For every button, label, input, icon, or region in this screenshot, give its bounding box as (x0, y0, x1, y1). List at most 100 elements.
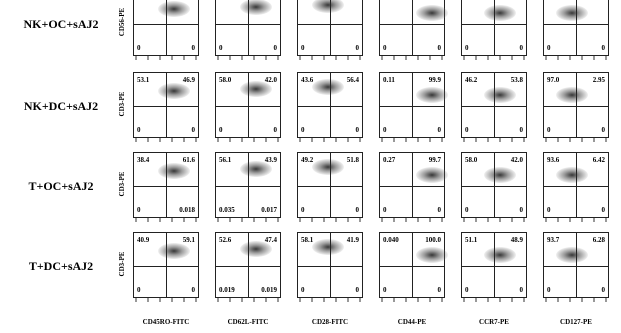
dot-plot: 70.2 29.8 0 0 (215, 0, 281, 56)
quadrant-value: 100 (431, 0, 442, 2)
quadrant-value: 0.27 (383, 156, 396, 164)
quadrant-value: 46.2 (465, 76, 478, 84)
quadrant-value: 56.1 (219, 156, 232, 164)
dot-plot: 38.4 61.6 0 0.018 (133, 152, 199, 218)
cell-cloud (416, 247, 448, 263)
quadrant-value: 0 (137, 206, 141, 214)
quadrant-value: 0 (601, 286, 606, 294)
quadrant-line (166, 0, 167, 55)
quadrant-line (412, 233, 413, 297)
quadrant-value: 0 (137, 286, 141, 294)
quadrant-value: 82.6 (465, 0, 477, 2)
quadrant-value: 0 (465, 126, 469, 134)
quadrant-value: 6.28 (592, 236, 605, 244)
quadrant-value: 0 (355, 286, 360, 294)
cell-cloud (416, 87, 448, 103)
quadrant-value: 0 (437, 44, 442, 52)
axis-ticks (463, 298, 525, 302)
quadrant-value: 0 (137, 44, 141, 52)
dot-plot: 49.2 51.8 0 0 (297, 152, 363, 218)
cell-cloud (158, 243, 190, 259)
quadrant-line (166, 153, 167, 217)
quadrant-value: 99.7 (428, 156, 441, 164)
quadrant-value: 41.9 (346, 236, 359, 244)
quadrant-value: 0 (547, 126, 551, 134)
quadrant-line (380, 24, 444, 26)
quadrant-value: 0 (465, 286, 469, 294)
quadrant-value: 96.2 (183, 0, 195, 2)
dot-plot: 40.9 59.1 0 0 (133, 232, 199, 298)
quadrant-value: 58.1 (301, 236, 314, 244)
quadrant-line (544, 106, 608, 108)
quadrant-value: 0.019 (261, 286, 277, 294)
quadrant-line (544, 186, 608, 188)
x-axis-label: CD45RO-FITC (142, 318, 190, 326)
dot-plot: 3.80 96.2 0 0 (133, 0, 199, 56)
quadrant-value: 93.6 (547, 156, 560, 164)
quadrant-value: 0 (437, 126, 442, 134)
dot-plot: 0 100 0 0 (379, 0, 448, 56)
row-label: NK+DC+sAJ2 (23, 99, 99, 113)
dot-plot: 56.1 43.9 0.035 0.017 (215, 152, 281, 218)
quadrant-line (412, 153, 413, 217)
quadrant-value: 0 (601, 44, 606, 52)
quadrant-line (380, 186, 444, 188)
dot-plot: 93.6 6.42 0 0 (543, 152, 609, 218)
axis-ticks (381, 218, 443, 222)
quadrant-line (380, 266, 444, 268)
axis-ticks (217, 56, 279, 60)
row-label: T+DC+sAJ2 (28, 259, 94, 273)
cell-cloud (556, 167, 588, 183)
quadrant-line (248, 233, 249, 297)
dot-plot: 58.0 42.0 0 0 (461, 152, 527, 218)
quadrant-line (298, 106, 362, 108)
dot-plot: 53.1 46.9 0 0 (133, 72, 199, 138)
axis-ticks (135, 56, 197, 60)
quadrant-line (544, 266, 608, 268)
quadrant-value: 0 (355, 206, 360, 214)
quadrant-value: 0 (519, 126, 524, 134)
axis-ticks (299, 298, 361, 302)
quadrant-value: 0 (383, 0, 387, 2)
quadrant-line (576, 153, 577, 217)
quadrant-line (494, 153, 495, 217)
x-axis-label: CD28-FITC (311, 318, 349, 326)
quadrant-value: 6.42 (592, 156, 605, 164)
quadrant-value: 97.0 (547, 76, 560, 84)
dot-plot: 51.1 48.9 0 0 (461, 232, 527, 298)
quadrant-value: 1.00 (593, 0, 605, 2)
quadrant-line (248, 0, 249, 55)
quadrant-value: 0 (519, 286, 524, 294)
quadrant-line (462, 266, 526, 268)
axis-ticks (545, 138, 607, 142)
axis-ticks (217, 298, 279, 302)
quadrant-value: 0.019 (219, 286, 235, 294)
quadrant-value: 93.3 (301, 0, 313, 2)
quadrant-value: 0 (601, 126, 606, 134)
quadrant-value: 58.0 (219, 76, 232, 84)
quadrant-value: 0 (301, 206, 305, 214)
quadrant-value: 51.1 (465, 236, 478, 244)
axis-ticks (217, 138, 279, 142)
quadrant-line (380, 106, 444, 108)
quadrant-value: 0 (383, 206, 387, 214)
quadrant-value: 29.8 (265, 0, 277, 2)
cell-cloud (484, 247, 516, 263)
quadrant-value: 0 (219, 126, 223, 134)
quadrant-line (216, 266, 280, 268)
quadrant-value: 56.4 (346, 76, 359, 84)
quadrant-value: 0 (519, 44, 524, 52)
quadrant-value: 2.95 (592, 76, 605, 84)
quadrant-value: 40.9 (137, 236, 150, 244)
quadrant-value: 0 (273, 44, 278, 52)
quadrant-line (298, 24, 362, 26)
quadrant-value: 0 (355, 44, 360, 52)
quadrant-line (166, 73, 167, 137)
cell-cloud (312, 159, 344, 175)
quadrant-value: 99.0 (547, 0, 559, 2)
quadrant-value: 52.6 (219, 236, 232, 244)
quadrant-line (330, 233, 331, 297)
dot-plot: 0.11 99.9 0 0 (379, 72, 448, 138)
quadrant-value: 0 (191, 44, 196, 52)
quadrant-value: 47.4 (264, 236, 277, 244)
